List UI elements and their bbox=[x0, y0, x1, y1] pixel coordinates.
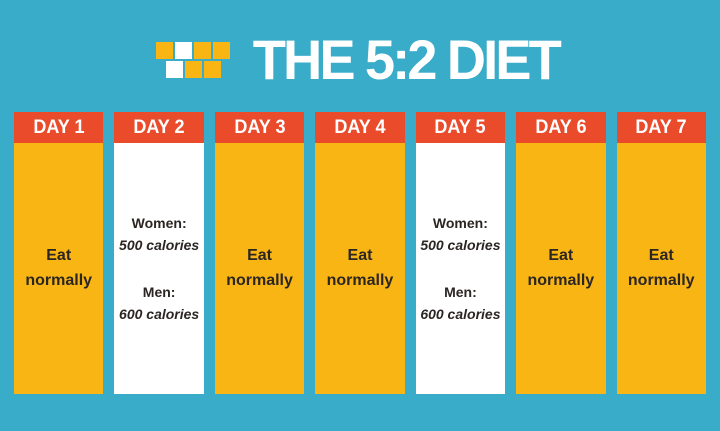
day-label: DAY 4 bbox=[334, 116, 386, 138]
day-label: DAY 2 bbox=[133, 116, 185, 138]
logo-row bbox=[166, 61, 230, 78]
day-label: DAY 1 bbox=[33, 116, 85, 138]
day-header: DAY 7 bbox=[616, 112, 706, 143]
day-column: DAY 6 Eat normally bbox=[516, 112, 606, 394]
day-header: DAY 4 bbox=[315, 112, 405, 143]
eat-normally-text: Eat normally bbox=[226, 246, 293, 289]
men-label: Men: bbox=[142, 283, 176, 300]
day-body-eat-normally: Eat normally bbox=[315, 143, 405, 394]
day-body-eat-normally: Eat normally bbox=[214, 143, 305, 394]
day-body-eat-normally: Eat normally bbox=[14, 143, 104, 394]
day-label: DAY 3 bbox=[233, 116, 286, 138]
header: THE 5:2 DIET bbox=[0, 0, 720, 112]
eat-normally-text: Eat normally bbox=[25, 246, 93, 289]
women-calories-group: Women: 500 calories bbox=[119, 212, 199, 257]
eat-normally-text: Eat normally bbox=[527, 246, 595, 289]
logo-row bbox=[156, 42, 231, 59]
day-label: DAY 7 bbox=[635, 116, 687, 138]
men-calories-group: Men: 600 calories bbox=[119, 281, 199, 326]
women-label: Women: bbox=[131, 214, 187, 231]
men-calories-value: 600 calories bbox=[119, 305, 200, 322]
women-calories-value: 500 calories bbox=[420, 237, 501, 254]
day-header: DAY 6 bbox=[516, 112, 606, 143]
day-header: DAY 5 bbox=[415, 112, 506, 143]
women-calories-group: Women: 500 calories bbox=[420, 212, 500, 257]
day-column: DAY 2 Women: 500 calories Men: 600 calor… bbox=[114, 112, 204, 394]
logo-square-yellow bbox=[194, 42, 212, 59]
day-column: DAY 5 Women: 500 calories Men: 600 calor… bbox=[415, 112, 506, 394]
logo-square-yellow bbox=[204, 61, 222, 78]
logo-square-yellow bbox=[185, 61, 203, 78]
day-header: DAY 3 bbox=[214, 112, 305, 143]
day-column: DAY 1 Eat normally bbox=[14, 112, 104, 394]
logo-square-white bbox=[166, 61, 184, 78]
women-calories-value: 500 calories bbox=[119, 237, 200, 254]
day-header: DAY 2 bbox=[114, 112, 204, 143]
day-column: DAY 4 Eat normally bbox=[315, 112, 405, 394]
men-label: Men: bbox=[444, 283, 477, 300]
day-body-fasting: Women: 500 calories Men: 600 calories bbox=[114, 143, 204, 394]
logo-square-white bbox=[175, 42, 193, 59]
day-column: DAY 3 Eat normally bbox=[214, 112, 305, 394]
men-calories-group: Men: 600 calories bbox=[420, 281, 500, 326]
page-title: THE 5:2 DIET bbox=[252, 28, 562, 91]
men-calories-value: 600 calories bbox=[420, 305, 501, 322]
day-column: DAY 7 Eat normally bbox=[616, 112, 706, 394]
day-label: DAY 5 bbox=[434, 116, 486, 138]
logo-square-yellow bbox=[213, 42, 231, 59]
eat-normally-text: Eat normally bbox=[326, 246, 394, 289]
eat-normally-text: Eat normally bbox=[627, 246, 695, 289]
logo-square-yellow bbox=[156, 42, 174, 59]
week-grid: DAY 1 Eat normally DAY 2 Women: 500 calo… bbox=[14, 112, 706, 394]
women-label: Women: bbox=[432, 214, 488, 231]
day-header: DAY 1 bbox=[14, 112, 104, 143]
day-body-eat-normally: Eat normally bbox=[516, 143, 606, 394]
squares-logo-icon bbox=[156, 42, 231, 78]
day-body-fasting: Women: 500 calories Men: 600 calories bbox=[415, 143, 506, 394]
day-body-eat-normally: Eat normally bbox=[616, 143, 706, 394]
day-label: DAY 6 bbox=[535, 116, 587, 138]
